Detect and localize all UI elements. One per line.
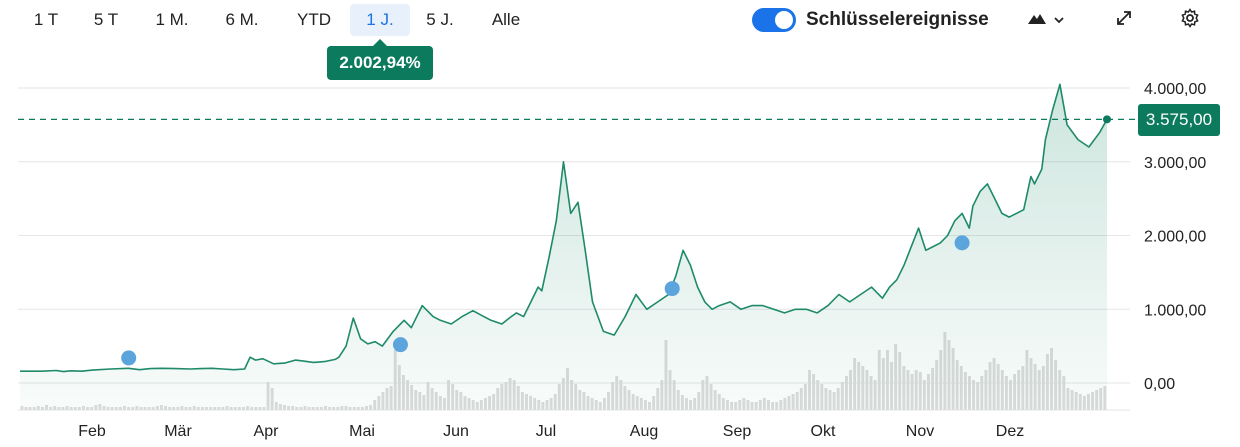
key-event-marker[interactable] bbox=[664, 281, 680, 297]
x-tick-label: Mär bbox=[164, 423, 192, 440]
range-button-6m[interactable]: 6 M. bbox=[225, 10, 259, 29]
chart-type-button[interactable] bbox=[1022, 6, 1070, 34]
x-tick-label: Dez bbox=[996, 423, 1024, 440]
price-line bbox=[20, 83, 1108, 373]
x-tick-label: Mai bbox=[349, 423, 375, 440]
x-tick-label: Sep bbox=[723, 423, 752, 440]
change-badge: 2.002,94% bbox=[327, 39, 433, 80]
x-tick-label: Aug bbox=[630, 423, 658, 440]
y-tick-label: 1.000,00 bbox=[1144, 302, 1206, 319]
key-event-marker[interactable] bbox=[954, 235, 970, 251]
expand-icon bbox=[1115, 9, 1133, 32]
y-tick-label: 2.000,00 bbox=[1144, 229, 1206, 246]
price-area bbox=[20, 84, 1107, 411]
range-button-1d[interactable]: 1 T bbox=[33, 10, 59, 29]
range-button-all[interactable]: Alle bbox=[491, 10, 521, 29]
key-event-marker[interactable] bbox=[392, 337, 408, 353]
range-button-ytd[interactable]: YTD bbox=[297, 10, 331, 29]
settings-button[interactable] bbox=[1176, 6, 1204, 34]
key-events-toggle[interactable] bbox=[752, 8, 796, 32]
x-tick-label: Apr bbox=[254, 423, 280, 440]
y-tick-label: 0,00 bbox=[1144, 376, 1175, 393]
x-tick-label: Nov bbox=[906, 423, 934, 440]
y-tick-label: 4.000,00 bbox=[1144, 81, 1206, 98]
chevron-down-icon bbox=[1054, 11, 1064, 29]
range-toolbar: 1 T 5 T 1 M. 6 M. YTD 1 J. 5 J. Alle Sch… bbox=[0, 0, 1240, 40]
x-tick-label: Jun bbox=[443, 423, 469, 440]
y-tick-label: 3.000,00 bbox=[1144, 155, 1206, 172]
gear-icon bbox=[1180, 7, 1200, 33]
range-button-5d[interactable]: 5 T bbox=[93, 10, 119, 29]
range-button-1m[interactable]: 1 M. bbox=[155, 10, 189, 29]
x-tick-label: Okt bbox=[811, 423, 836, 440]
range-button-1y[interactable]: 1 J. bbox=[350, 4, 410, 36]
mountain-chart-icon bbox=[1028, 11, 1046, 29]
x-tick-label: Jul bbox=[536, 423, 556, 440]
key-events-label: Schlüsselereignisse bbox=[806, 9, 989, 30]
range-button-5y[interactable]: 5 J. bbox=[426, 10, 454, 29]
key-event-marker[interactable] bbox=[121, 350, 137, 366]
expand-button[interactable] bbox=[1110, 6, 1138, 34]
toggle-knob bbox=[775, 11, 793, 29]
x-tick-label: Feb bbox=[78, 423, 106, 440]
current-price-tag: 3.575,00 bbox=[1138, 104, 1220, 136]
